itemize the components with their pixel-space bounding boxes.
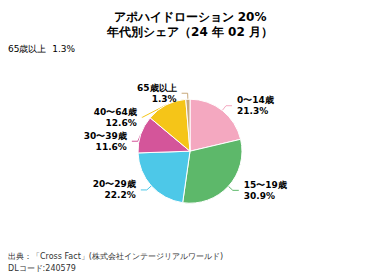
- svg-text:15〜19歳: 15〜19歳: [244, 180, 287, 190]
- svg-text:30〜39歳: 30〜39歳: [84, 131, 127, 141]
- svg-text:12.6%: 12.6%: [106, 118, 137, 128]
- svg-text:出典：「Cross Fact」(株式会社インテージリアルワー: 出典：「Cross Fact」(株式会社インテージリアルワールド): [8, 252, 223, 261]
- svg-text:11.6%: 11.6%: [96, 142, 127, 152]
- svg-text:65歳以上: 65歳以上: [137, 83, 177, 93]
- svg-text:DLコード:240579: DLコード:240579: [8, 264, 76, 273]
- svg-text:年代別シェア（24 年 02 月）: 年代別シェア（24 年 02 月）: [106, 25, 273, 39]
- svg-text:21.3%: 21.3%: [237, 106, 268, 116]
- svg-text:22.2%: 22.2%: [105, 190, 136, 200]
- svg-text:65歳以上 1.3%: 65歳以上 1.3%: [8, 44, 75, 54]
- svg-text:30.9%: 30.9%: [244, 191, 275, 201]
- svg-text:0〜14歳: 0〜14歳: [237, 95, 274, 105]
- svg-text:40〜64歳: 40〜64歳: [94, 107, 137, 117]
- svg-text:アポハイドローション 20%: アポハイドローション 20%: [114, 10, 267, 24]
- svg-text:20〜29歳: 20〜29歳: [93, 179, 136, 189]
- svg-text:1.3%: 1.3%: [152, 94, 177, 104]
